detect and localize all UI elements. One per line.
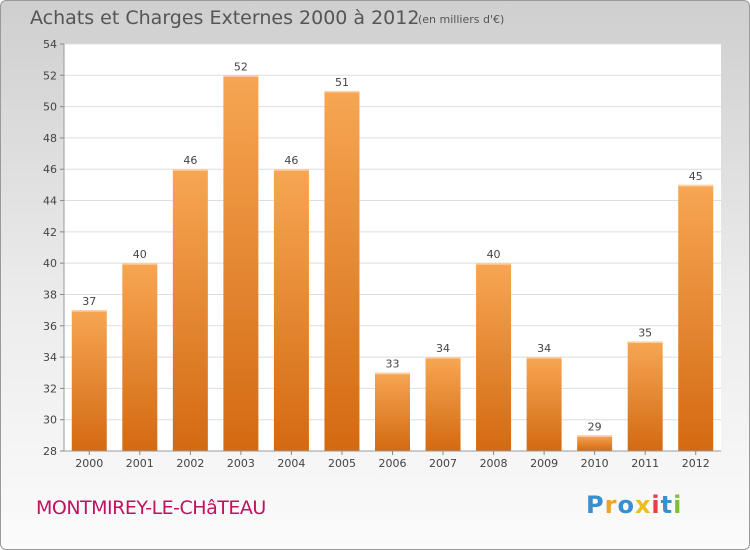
data-label: 34 bbox=[537, 342, 551, 355]
x-tick-label: 2003 bbox=[227, 457, 255, 470]
bar-top-edge bbox=[375, 372, 410, 375]
bar-2001 bbox=[122, 263, 158, 451]
x-tick-label: 2002 bbox=[176, 457, 204, 470]
logo-letter: o bbox=[617, 491, 635, 519]
chart-title: Achats et Charges Externes 2000 à 2012 bbox=[30, 7, 420, 29]
bar-top-edge bbox=[627, 341, 663, 343]
bar-2004 bbox=[273, 169, 309, 451]
x-tick-label: 2009 bbox=[530, 457, 558, 470]
bar-2002 bbox=[172, 169, 208, 451]
proxiti-logo[interactable]: Proxiti bbox=[586, 491, 682, 519]
logo-letter: x bbox=[634, 491, 652, 519]
bar-2007 bbox=[425, 357, 461, 451]
bar-top-edge bbox=[324, 90, 360, 93]
logo-letter: P bbox=[586, 491, 605, 519]
bar-2003 bbox=[223, 75, 259, 452]
y-tick-label: 50 bbox=[43, 101, 57, 114]
bar-top-edge bbox=[172, 169, 208, 171]
x-tick-label: 2007 bbox=[429, 457, 457, 470]
y-tick-label: 52 bbox=[43, 69, 57, 82]
logo-letter: i bbox=[673, 491, 683, 519]
y-tick-label: 38 bbox=[43, 288, 57, 301]
x-tick-label: 2012 bbox=[682, 457, 710, 470]
y-tick-label: 32 bbox=[43, 382, 57, 395]
y-tick-label: 28 bbox=[43, 445, 57, 458]
y-tick-label: 30 bbox=[43, 414, 57, 427]
x-tick-label: 2000 bbox=[75, 457, 103, 470]
logo-letter: i bbox=[651, 491, 661, 519]
bar-top-edge bbox=[678, 184, 714, 187]
data-label: 40 bbox=[487, 248, 501, 261]
data-label: 52 bbox=[234, 60, 248, 73]
bar-top-edge bbox=[577, 435, 613, 437]
x-tick-label: 2006 bbox=[379, 457, 407, 470]
x-tick-label: 2008 bbox=[480, 457, 508, 470]
bar-top-edge bbox=[122, 263, 158, 265]
bar-top-edge bbox=[526, 357, 562, 359]
bar-2011 bbox=[627, 341, 663, 451]
bar-top-edge bbox=[273, 169, 309, 171]
logo-letter: t bbox=[660, 491, 674, 519]
y-tick-label: 48 bbox=[43, 132, 57, 145]
bar-top-edge bbox=[71, 310, 107, 312]
y-tick-label: 42 bbox=[43, 226, 57, 239]
bar-top-edge bbox=[476, 263, 512, 265]
x-tick-label: 2004 bbox=[277, 457, 305, 470]
logo-letter: r bbox=[604, 491, 618, 519]
bar-2005 bbox=[324, 90, 360, 451]
y-tick-label: 40 bbox=[43, 257, 57, 270]
data-label: 51 bbox=[335, 76, 349, 89]
bar-2006 bbox=[375, 372, 410, 451]
y-tick-label: 46 bbox=[43, 163, 57, 176]
data-label: 34 bbox=[436, 342, 450, 355]
x-tick-label: 2011 bbox=[631, 457, 659, 470]
x-tick-label: 2005 bbox=[328, 457, 356, 470]
y-tick-label: 54 bbox=[43, 38, 57, 51]
data-label: 46 bbox=[284, 154, 298, 167]
bar-top-edge bbox=[223, 75, 259, 77]
data-label: 46 bbox=[183, 154, 197, 167]
x-tick-label: 2010 bbox=[581, 457, 609, 470]
data-label: 29 bbox=[588, 420, 602, 433]
bar-2009 bbox=[526, 357, 562, 451]
x-tick-label: 2001 bbox=[126, 457, 154, 470]
bar-2000 bbox=[71, 310, 107, 451]
bar-2010 bbox=[577, 435, 613, 451]
commune-name: MONTMIREY-LE-CHâTEAU bbox=[36, 497, 266, 519]
bar-top-edge bbox=[425, 357, 461, 359]
data-label: 37 bbox=[82, 295, 96, 308]
y-tick-label: 34 bbox=[43, 351, 57, 364]
bar-2012 bbox=[678, 184, 714, 451]
data-label: 33 bbox=[386, 358, 400, 371]
y-tick-label: 44 bbox=[43, 195, 57, 208]
bar-2008 bbox=[476, 263, 512, 451]
unit-note: (en milliers d'€) bbox=[418, 13, 505, 26]
data-label: 45 bbox=[689, 170, 703, 183]
y-tick-label: 36 bbox=[43, 320, 57, 333]
data-label: 35 bbox=[638, 326, 652, 339]
data-label: 40 bbox=[133, 248, 147, 261]
